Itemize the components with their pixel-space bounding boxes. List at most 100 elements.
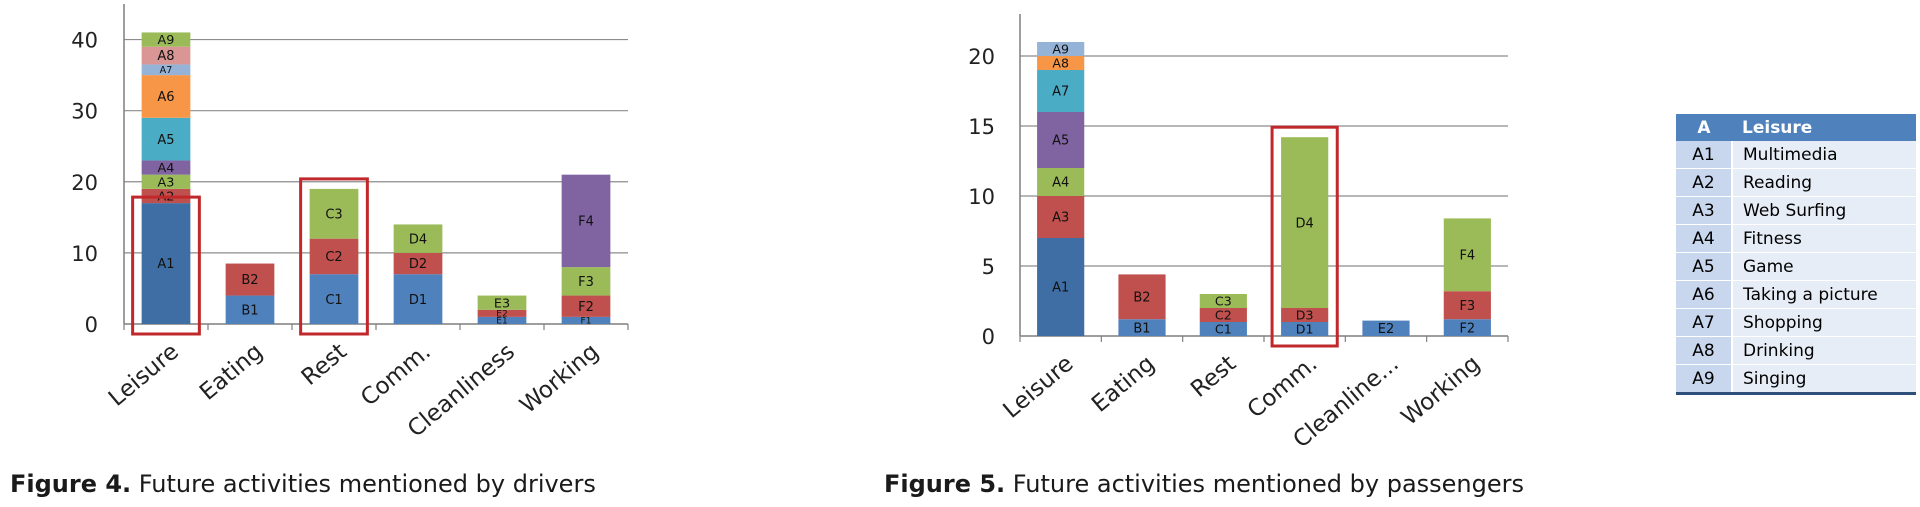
- bar-segment: [141, 46, 191, 65]
- bar-segment: [1443, 319, 1491, 336]
- y-tick-label: 5: [982, 255, 995, 279]
- legend-name: Multimedia: [1731, 141, 1916, 169]
- category-label: Rest: [297, 339, 352, 391]
- bar-segment: [309, 188, 359, 239]
- figure-4-text: Future activities mentioned by drivers: [131, 470, 596, 498]
- category-label: Eating: [195, 339, 268, 406]
- segment-label: C3: [325, 207, 342, 222]
- figure-5-text: Future activities mentioned by passenger…: [1005, 470, 1525, 498]
- legend-code: A1: [1676, 141, 1732, 169]
- bar-segment: [1443, 291, 1491, 320]
- segment-label: F2: [578, 300, 594, 315]
- bar-segment: [225, 263, 275, 296]
- category-label: Leisure: [104, 339, 184, 412]
- segment-label: F4: [578, 215, 594, 230]
- legend-code: A3: [1676, 196, 1732, 225]
- legend-name: Drinking: [1731, 336, 1916, 365]
- segment-label: A3: [1052, 211, 1069, 226]
- segment-label: A9: [1052, 42, 1069, 57]
- segment-label: F3: [1459, 299, 1475, 314]
- bar-segment: [1118, 319, 1166, 336]
- y-tick-label: 0: [982, 325, 995, 349]
- category-label: Eating: [1087, 351, 1160, 418]
- segment-label: A6: [157, 90, 174, 105]
- category-label: Leisure: [999, 351, 1079, 424]
- legend-row: A2 Reading: [1676, 168, 1916, 197]
- bar-segment: [141, 64, 191, 76]
- legend-name: Reading: [1731, 168, 1916, 197]
- segment-label: D4: [409, 232, 427, 247]
- legend-header-name: Leisure: [1732, 114, 1916, 141]
- segment-label: A5: [157, 133, 174, 148]
- segment-label: A8: [157, 49, 174, 64]
- figure-5-label: Figure 5.: [884, 470, 1006, 498]
- y-tick-label: 0: [85, 313, 98, 337]
- legend-code: A5: [1676, 252, 1732, 281]
- legend-code: A2: [1676, 168, 1732, 197]
- bar-segment: [1443, 218, 1491, 292]
- bar-segment: [141, 75, 191, 118]
- segment-label: F2: [1459, 321, 1475, 336]
- segment-label: C1: [1215, 322, 1232, 337]
- bar-segment: [477, 295, 527, 310]
- y-tick-label: 15: [968, 115, 995, 139]
- bar-segment: [393, 252, 443, 275]
- category-label: Comm.: [356, 339, 436, 412]
- bar-segment: [309, 274, 359, 324]
- bar-segment: [1281, 322, 1329, 336]
- bar-segment: [1199, 322, 1247, 336]
- bar-segment: [1037, 56, 1085, 70]
- bar-segment: [561, 295, 611, 317]
- legend-code: A9: [1676, 364, 1732, 395]
- bar-segment: [1118, 274, 1166, 320]
- segment-label: D2: [409, 257, 427, 272]
- legend-name: Taking a picture: [1731, 280, 1916, 309]
- bar-segment: [1199, 308, 1247, 322]
- segment-label: E1: [496, 317, 507, 327]
- segment-label: C3: [1215, 294, 1232, 309]
- legend-row: A5 Game: [1676, 252, 1916, 281]
- segment-label: D1: [1296, 322, 1314, 337]
- segment-label: E2: [496, 310, 507, 320]
- segment-label: D4: [1296, 216, 1314, 231]
- bar-segment: [141, 203, 191, 324]
- segment-label: A1: [1052, 281, 1069, 296]
- legend-name: Shopping: [1731, 308, 1916, 337]
- bar-segment: [141, 174, 191, 189]
- legend-header-row: A Leisure: [1676, 114, 1916, 141]
- category-label: Working: [515, 339, 604, 419]
- legend-row: A4 Fitness: [1676, 224, 1916, 253]
- highlight-box: [299, 177, 369, 336]
- segment-label: F4: [1459, 248, 1475, 263]
- bar-segment: [477, 309, 527, 317]
- segment-label: D1: [409, 293, 427, 308]
- bar-segment: [141, 160, 191, 175]
- bar-segment: [561, 267, 611, 296]
- segment-label: B1: [1133, 321, 1150, 336]
- legend-name: Fitness: [1731, 224, 1916, 253]
- segment-label: E2: [1378, 322, 1395, 337]
- legend-code: A6: [1676, 280, 1732, 309]
- legend-name: Web Surfing: [1731, 196, 1916, 225]
- bar-segment: [1037, 238, 1085, 336]
- segment-label: A4: [158, 161, 175, 176]
- y-tick-label: 20: [968, 45, 995, 69]
- segment-label: A8: [1052, 56, 1069, 71]
- legend-row: A9 Singing: [1676, 364, 1916, 395]
- legend-row: A6 Taking a picture: [1676, 280, 1916, 309]
- legend-code: A7: [1676, 308, 1732, 337]
- leisure-legend-table: A Leisure A1 Multimedia A2 Reading A3 Web S…: [1676, 114, 1916, 395]
- bar-segment: [1037, 196, 1085, 238]
- legend-row: A3 Web Surfing: [1676, 196, 1916, 225]
- highlight-box: [131, 195, 201, 336]
- bar-segment: [1037, 168, 1085, 196]
- bar-segment: [1037, 42, 1085, 56]
- segment-label: D3: [1296, 308, 1314, 323]
- segment-label: A3: [158, 175, 175, 190]
- highlight-box: [1270, 125, 1339, 348]
- segment-label: A7: [1052, 85, 1069, 100]
- bar-segment: [561, 316, 611, 324]
- legend-row: A7 Shopping: [1676, 308, 1916, 337]
- bar-segment: [393, 224, 443, 253]
